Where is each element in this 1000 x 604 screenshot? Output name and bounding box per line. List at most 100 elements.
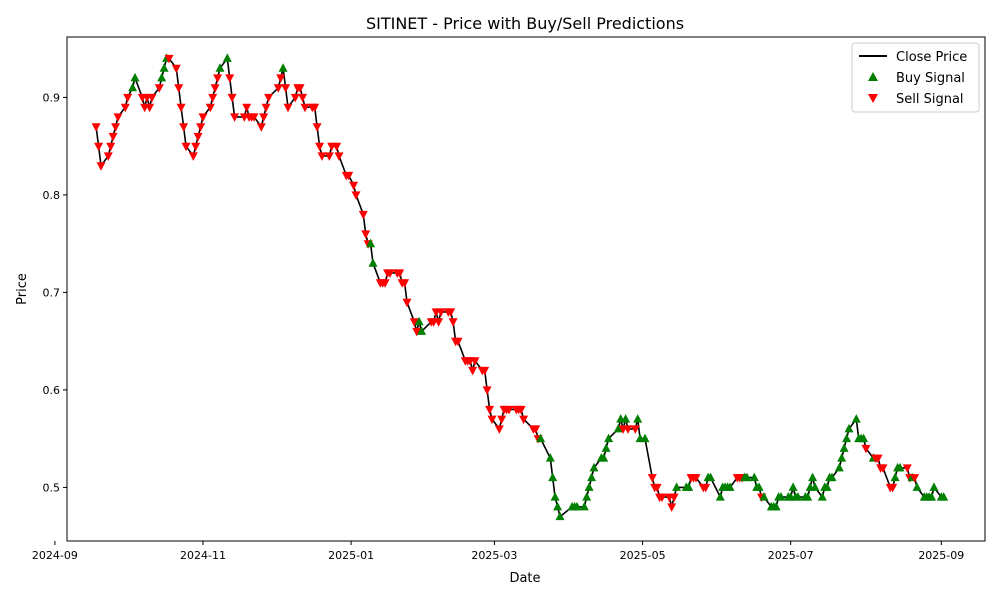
sell-signal-marker (395, 269, 405, 278)
buy-signal-marker (589, 462, 599, 472)
sell-signal-marker (497, 415, 507, 425)
sell-signal-marker (290, 93, 300, 103)
buy-signal-marker (545, 453, 555, 462)
sell-signal-marker (470, 357, 480, 366)
buy-signal-marker (572, 501, 582, 511)
sell-signal-marker (434, 318, 444, 327)
sell-signal-marker (94, 142, 104, 152)
sell-signal-marker (667, 503, 677, 512)
sell-signal-marker (310, 103, 320, 113)
buy-signal-marker (414, 316, 424, 326)
sell-signal-marker (344, 171, 354, 181)
buy-signal-marker (130, 72, 140, 82)
sell-signal-marker (91, 123, 101, 132)
y-tick-label: 0.6 (43, 384, 61, 397)
buy-signal-marker (776, 492, 786, 501)
buy-signal-marker (817, 492, 827, 501)
legend-box (851, 42, 980, 113)
sell-signal-marker (623, 425, 633, 434)
x-tick-label: 2025-05 (620, 549, 666, 562)
chart-title: SITINET - Price with Buy/Sell Prediction… (366, 14, 684, 33)
sell-signal-marker (652, 483, 662, 493)
sell-signal-marker (482, 386, 492, 395)
sell-signal-marker (878, 464, 888, 473)
sell-signal-marker (468, 366, 478, 376)
buy-signal-marker (278, 63, 288, 72)
sell-signal-marker (519, 415, 529, 425)
buy-signal-marker (715, 492, 725, 501)
plot-marks (91, 53, 949, 521)
buy-signal-marker (613, 423, 623, 433)
buy-signal-marker (601, 443, 611, 452)
sell-signal-marker (448, 318, 458, 327)
sell-signal-marker (300, 103, 310, 113)
sell-signal-marker (402, 298, 412, 308)
buy-signal-marker (548, 472, 558, 482)
buy-signal-marker (839, 443, 849, 452)
buy-signal-marker (604, 433, 614, 443)
sell-signal-marker (531, 425, 541, 434)
legend-buy-label: Buy Signal (896, 71, 965, 86)
y-tick-label: 0.9 (43, 91, 61, 104)
sell-signal-marker (145, 103, 155, 113)
buy-signal-marker (810, 482, 820, 491)
sell-signal-marker (647, 474, 657, 483)
buy-signal-marker (742, 472, 752, 482)
sell-signal-marker (174, 84, 184, 93)
buy-signal-marker (890, 472, 900, 482)
buy-signal-marker (587, 472, 597, 482)
sell-signal-marker (480, 366, 490, 376)
sell-signal-marker (630, 425, 640, 434)
buy-signal-marker (788, 482, 798, 491)
sell-signal-marker (298, 93, 308, 103)
sell-signal-marker (487, 415, 497, 425)
sell-signal-marker (317, 152, 327, 161)
sell-signal-marker (861, 444, 871, 454)
sell-signal-marker (902, 464, 912, 473)
x-tick-label: 2025-01 (328, 549, 374, 562)
sell-signal-marker (249, 113, 259, 122)
buy-signal-marker (754, 482, 764, 491)
buy-signal-marker (793, 492, 803, 501)
sell-signal-marker (261, 103, 271, 113)
sell-signal-marker (334, 152, 344, 161)
sell-signal-marker (106, 142, 116, 152)
sell-signal-marker (225, 74, 235, 83)
sell-signal-marker (171, 64, 181, 74)
sell-signal-marker (283, 103, 293, 113)
x-axis-label: Date (509, 571, 540, 586)
sell-signal-marker (210, 84, 220, 93)
sell-signal-marker (208, 93, 218, 103)
sell-signal-marker (380, 279, 390, 288)
sell-signal-marker (657, 493, 667, 503)
x-tick-label: 2025-09 (918, 549, 964, 562)
sell-signal-marker (669, 493, 679, 503)
y-tick-label: 0.8 (43, 189, 61, 202)
sell-signal-marker (147, 93, 157, 103)
buy-signal-marker (157, 72, 167, 82)
sell-signal-marker (873, 454, 883, 464)
buy-signal-marker (633, 414, 643, 423)
sell-signal-marker (273, 84, 283, 93)
sell-signal-marker (205, 103, 215, 113)
buy-signal-marker (808, 472, 818, 482)
legend-sell-label: Sell Signal (896, 92, 964, 107)
buy-signal-marker (827, 472, 837, 482)
sell-signal-marker (295, 84, 305, 93)
buy-signal-marker (822, 482, 832, 491)
buy-signal-marker (555, 511, 565, 521)
buy-signal-marker (939, 492, 949, 501)
buy-signal-marker (215, 63, 225, 72)
buy-signal-marker (640, 433, 650, 443)
legend: Close Price Buy Signal Sell Signal (851, 42, 980, 113)
buy-signal-marker (366, 238, 376, 248)
plot-frame (66, 36, 986, 542)
buy-signal-marker (837, 453, 847, 462)
sell-signal-marker (412, 327, 422, 337)
sell-signal-marker (324, 152, 334, 161)
y-tick-label: 0.7 (43, 286, 61, 299)
sell-signal-marker (193, 132, 203, 142)
sell-signal-marker (259, 113, 269, 122)
legend-close-label: Close Price (896, 50, 967, 65)
